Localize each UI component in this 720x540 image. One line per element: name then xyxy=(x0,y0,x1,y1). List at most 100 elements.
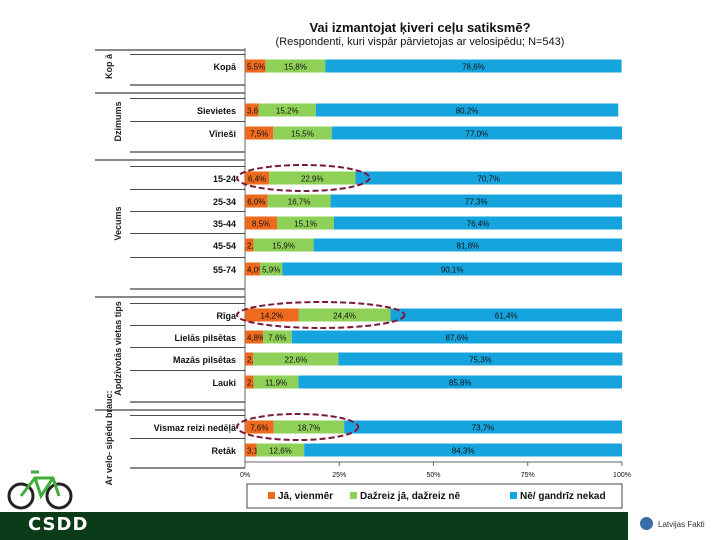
bar-segment xyxy=(263,330,292,344)
data-label: 11,9% xyxy=(265,379,287,388)
bar-segment xyxy=(253,238,314,252)
bar-segment xyxy=(355,171,622,185)
bar-segment xyxy=(245,216,278,230)
data-label: 61,4% xyxy=(495,312,518,321)
bar-segment xyxy=(333,216,622,230)
bar-segment xyxy=(273,126,332,140)
data-label: 15,9% xyxy=(272,242,295,251)
bar-segment xyxy=(245,238,254,252)
data-label: 5,5% xyxy=(247,63,265,72)
data-label: 15,2% xyxy=(276,107,299,116)
category-label: Retāk xyxy=(211,446,237,456)
bar-segment xyxy=(260,262,283,276)
bar-segment xyxy=(325,59,622,73)
bar-segment xyxy=(245,352,254,366)
data-label: 6,4% xyxy=(248,175,266,184)
x-tick-label: 25% xyxy=(332,472,346,479)
category-label: Lauki xyxy=(212,378,236,388)
chart-subtitle: (Respondenti, kuri vispār pārvietojas ar… xyxy=(275,36,565,48)
bar-segment xyxy=(282,262,622,276)
bar-segment xyxy=(245,194,268,208)
category-label: 15-24 xyxy=(213,174,236,184)
data-label: 81,8% xyxy=(456,242,479,251)
data-label: 75,3% xyxy=(469,356,492,365)
brand-right-logo: Latvijas Fakti xyxy=(658,520,705,529)
data-label: 15,8% xyxy=(284,63,307,72)
data-label: 15,5% xyxy=(291,130,314,139)
bar-segment xyxy=(330,194,622,208)
data-label: 77,3% xyxy=(465,198,488,207)
bar-segment xyxy=(344,420,622,434)
category-label: 45-54 xyxy=(213,241,236,251)
data-label: 7,6% xyxy=(268,334,286,343)
bar-segment xyxy=(390,308,622,322)
bar-segment xyxy=(245,420,274,434)
highlight-ellipse xyxy=(236,413,360,441)
category-label: 55-74 xyxy=(213,265,236,275)
data-label: 78,6% xyxy=(462,63,485,72)
data-label: 18,7% xyxy=(298,424,321,433)
data-label: 85,8% xyxy=(449,379,472,388)
data-label: 90,1% xyxy=(441,266,464,275)
category-label: Vismaz reizi nedēļā xyxy=(154,423,237,433)
data-label: 12,6% xyxy=(269,447,292,456)
category-label: Kopā xyxy=(214,62,237,72)
legend-box xyxy=(246,483,623,509)
category-label: Rīga xyxy=(216,311,236,321)
bar-segment xyxy=(277,216,334,230)
data-label: 3,1% xyxy=(247,447,265,456)
bicycle-icon xyxy=(7,470,73,510)
bar-segment xyxy=(304,443,622,457)
bar-segment xyxy=(245,126,274,140)
group-label: Kop ā xyxy=(104,53,114,79)
data-label: 22,9% xyxy=(301,175,324,184)
bar-segment xyxy=(265,59,326,73)
bar-segment xyxy=(245,443,257,457)
bar-segment xyxy=(245,330,264,344)
bar-segment xyxy=(331,126,622,140)
data-label: 84,3% xyxy=(452,447,475,456)
brand-right-icon xyxy=(640,517,653,530)
data-label: 70,7% xyxy=(477,175,500,184)
legend-swatch xyxy=(510,492,517,499)
x-tick-label: 0% xyxy=(240,472,250,479)
data-label: 4,0% xyxy=(247,266,265,275)
bar-segment xyxy=(298,375,622,389)
data-label: 14,2% xyxy=(260,312,283,321)
data-label: 87,6% xyxy=(446,334,469,343)
legend-label: Dažreiz jā, dažreiz nē xyxy=(360,491,460,502)
bar-segment xyxy=(245,171,270,185)
category-label: 25-34 xyxy=(213,197,236,207)
bar-segment xyxy=(253,375,299,389)
category-label: Sievietes xyxy=(197,106,236,116)
data-label: 7,6% xyxy=(250,424,268,433)
data-label: 80,2% xyxy=(456,107,479,116)
legend-swatch xyxy=(268,492,275,499)
bar-segment xyxy=(338,352,623,366)
data-label: 7,5% xyxy=(250,130,268,139)
data-label: 24,4% xyxy=(333,312,356,321)
legend-swatch xyxy=(350,492,357,499)
bar-segment xyxy=(315,103,619,117)
group-label: Dzimums xyxy=(113,101,123,141)
category-label: 35-44 xyxy=(213,219,236,229)
data-label: 16,7% xyxy=(288,198,311,207)
category-label: Mazās pilsētas xyxy=(173,355,236,365)
bar-segment xyxy=(267,194,331,208)
bar-segment xyxy=(291,330,622,344)
group-label: Ar velo- sipēdu brauc: xyxy=(104,390,114,485)
data-label: 4,8% xyxy=(247,334,265,343)
bar-segment xyxy=(256,443,305,457)
data-label: 8,5% xyxy=(252,220,270,229)
bar-segment xyxy=(245,375,254,389)
bar-segment xyxy=(298,308,391,322)
data-label: 6,0% xyxy=(247,198,265,207)
legend-label: Jā, vienmēr xyxy=(278,491,333,502)
x-tick-label: 75% xyxy=(521,472,535,479)
data-label: 5,9% xyxy=(262,266,280,275)
highlight-ellipse xyxy=(236,164,371,192)
brand-left-logo: CSDD xyxy=(28,514,89,535)
data-label: 15,1% xyxy=(294,220,317,229)
chart-title: Vai izmantojat ķiveri ceļu satiksmē? xyxy=(309,20,531,35)
